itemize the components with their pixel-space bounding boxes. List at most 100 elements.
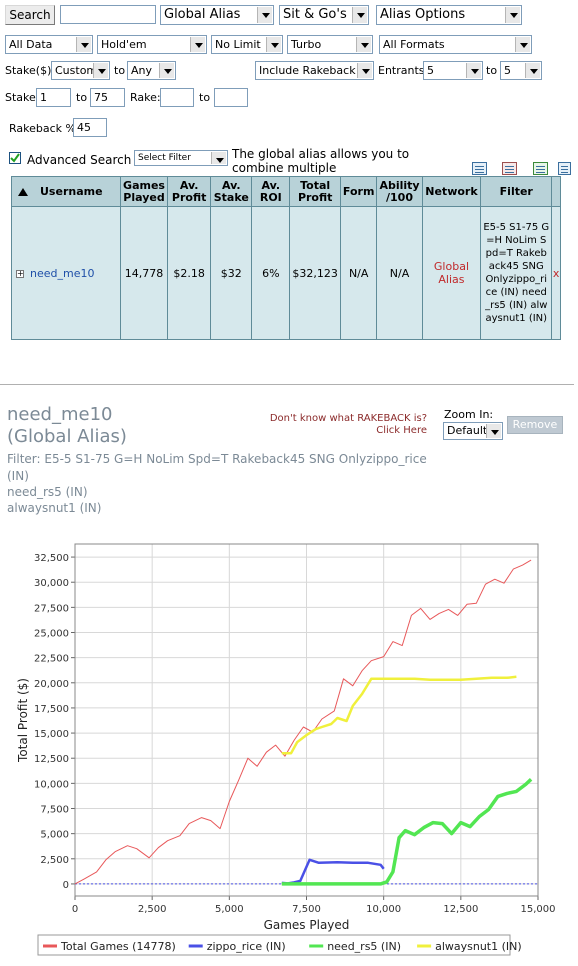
search-button[interactable]: Search [5,5,55,25]
stake-label: Stake($) [5,64,52,77]
y-tick-label: 7,500 [40,805,69,816]
avg-stake-header[interactable]: Av. Stake [210,176,253,207]
rake-max-input[interactable] [214,88,248,107]
formats-select[interactable]: All Formats [379,35,532,54]
stake-from-value: Custom [55,64,98,77]
expand-icon[interactable]: + [16,268,24,278]
legend-entry: zippo_rice (IN) [207,940,286,953]
refresh-icon[interactable] [533,162,548,175]
rakeback-input[interactable]: 45 [73,118,107,137]
chevron-down-icon [257,7,272,23]
to-label: to [199,91,211,104]
username-header[interactable]: Username [10,176,122,207]
ability-cell: N/A [376,206,423,340]
formats-value: All Formats [383,38,445,51]
rake-min-input[interactable] [160,88,194,107]
alias-options-select[interactable]: Alias Options [376,5,522,25]
ability-header[interactable]: Ability /100 [376,176,423,207]
popout-icon[interactable] [558,162,571,175]
avg-stake-cell: $32 [210,206,253,340]
total-profit-header[interactable]: Total Profit [289,176,341,207]
filter-cell: E5-5 S1-75 G=H NoLim Spd=T Rakeback45 SN… [480,206,553,340]
legend-box [37,934,511,956]
chevron-down-icon [505,7,520,23]
zoom-value: Default [447,424,488,437]
x-tick-label: 10,000 [366,904,401,915]
form-cell: N/A [339,206,378,340]
advanced-search-checkbox[interactable] [9,152,21,164]
x-tick-label: 12,500 [443,904,478,915]
avg-profit-cell: $2.18 [166,206,212,340]
delete-icon[interactable] [502,162,517,175]
entrants-from-value: 5 [427,64,434,77]
y-tick-label: 15,000 [34,729,69,740]
export-icon[interactable] [472,162,487,175]
sort-up-icon[interactable] [18,187,28,196]
table-row: + need_me10 14,778 $2.18 $32 6% $32,123 N… [10,206,561,340]
zoom-select[interactable]: Default [443,422,503,440]
filter-line-2: (IN) [7,469,29,483]
stake-to-value: Any [131,64,153,77]
to-label: to [114,64,126,77]
chevron-down-icon [190,37,205,52]
search-input[interactable] [60,5,156,24]
divider [0,384,574,385]
chevron-down-icon [525,63,540,78]
chevron-down-icon [515,37,530,52]
rakeback-mode-value: Include Rakeback [259,64,356,77]
y-tick-label: 5,000 [40,830,69,841]
alias-type-select[interactable]: Global Alias [160,5,274,25]
chevron-down-icon [159,63,174,78]
stake-min-input[interactable]: 1 [36,88,71,107]
entrants-to-value: 5 [504,64,511,77]
player-name: need_me10 [7,404,113,425]
stake-to-select[interactable]: Any [127,61,176,80]
x-tick-label: 5,000 [215,904,244,915]
legend-entry: alwaysnut1 (IN) [435,940,522,953]
network-header[interactable]: Network [421,176,482,207]
chevron-down-icon [266,37,281,52]
y-tick-label: 27,500 [34,603,69,614]
speed-value: Turbo [291,38,322,51]
speed-select[interactable]: Turbo [287,35,373,54]
profit-chart: 0 2,500 5,000 7,500 10,000 12,500 15,000 17,500… [16,543,556,956]
filter-header[interactable]: Filter [480,176,553,207]
y-tick-label: 0 [63,880,69,891]
rakeback-label: Rakeback % [9,122,76,135]
table-header-row: Username Games Played Av. Profit Av. Sta… [10,176,561,207]
stake-max-input[interactable]: 75 [90,88,125,107]
rakeback-info-link[interactable]: Don't know what RAKEBACK is? Click Here [269,413,427,436]
stake-text-label: Stake: [5,91,40,104]
rakeback-mode-select[interactable]: Include Rakeback [255,61,374,80]
game-select[interactable]: Hold'em [97,35,207,54]
rake-label: Rake: [130,91,161,104]
series-line-4 [281,675,517,755]
limit-select[interactable]: No Limit [211,35,283,54]
remove-header [551,176,561,207]
series-line-1 [74,559,532,885]
chevron-down-icon [76,37,91,52]
username-link[interactable]: need_me10 [30,266,95,280]
roi-header[interactable]: Av. ROI [251,176,291,207]
remove-row-button[interactable]: x [551,206,561,340]
entrants-to-select[interactable]: 5 [500,61,542,80]
form-header[interactable]: Form [339,176,378,207]
y-tick-label: 12,500 [34,754,69,765]
game-format-select[interactable]: Sit & Go's [279,5,369,25]
zoom-label: Zoom In: [444,408,494,421]
stake-from-select[interactable]: Custom [51,61,110,80]
y-tick-label: 22,500 [34,654,69,665]
x-tick-label: 0 [72,904,78,915]
select-filter-value: Select Filter [138,153,191,163]
chevron-down-icon [211,152,226,164]
series-line-3 [281,778,533,886]
total-profit-cell: $32,123 [289,206,341,340]
select-filter-dropdown[interactable]: Select Filter [134,150,228,166]
entrants-from-select[interactable]: 5 [423,61,483,80]
avg-profit-header[interactable]: Av. Profit [166,176,212,207]
games-header[interactable]: Games Played [120,176,168,207]
data-select[interactable]: All Data [5,35,93,54]
plot-border [74,543,539,897]
to-label: to [76,91,88,104]
remove-button[interactable]: Remove [507,416,563,434]
